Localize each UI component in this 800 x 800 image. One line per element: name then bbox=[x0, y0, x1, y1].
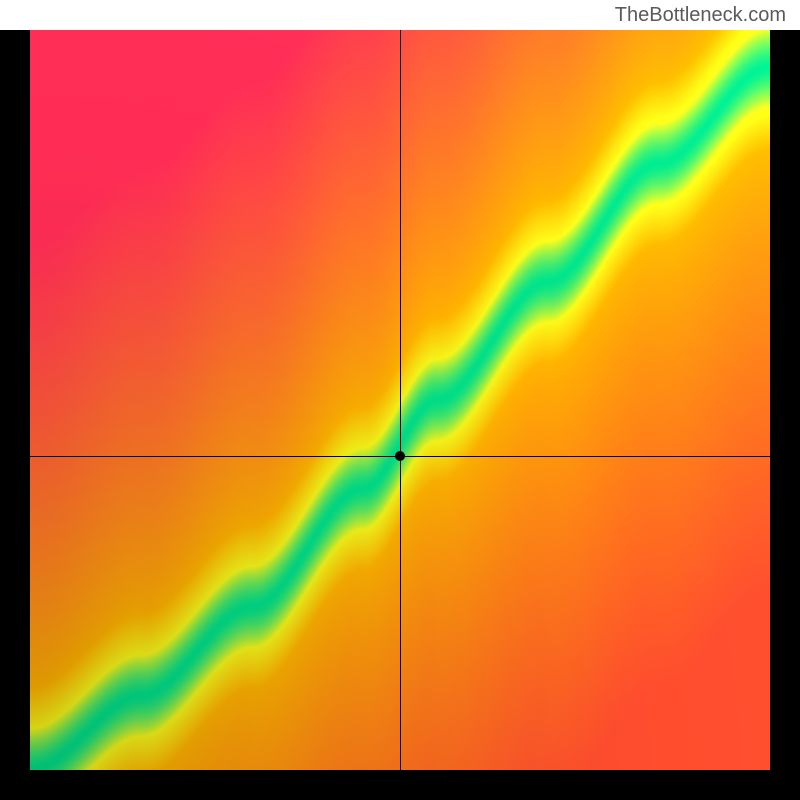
crosshair-vertical bbox=[400, 30, 401, 770]
chart-frame bbox=[0, 30, 800, 800]
chart-container: TheBottleneck.com bbox=[0, 0, 800, 800]
marker-dot bbox=[395, 451, 405, 461]
attribution-text: TheBottleneck.com bbox=[615, 4, 786, 27]
